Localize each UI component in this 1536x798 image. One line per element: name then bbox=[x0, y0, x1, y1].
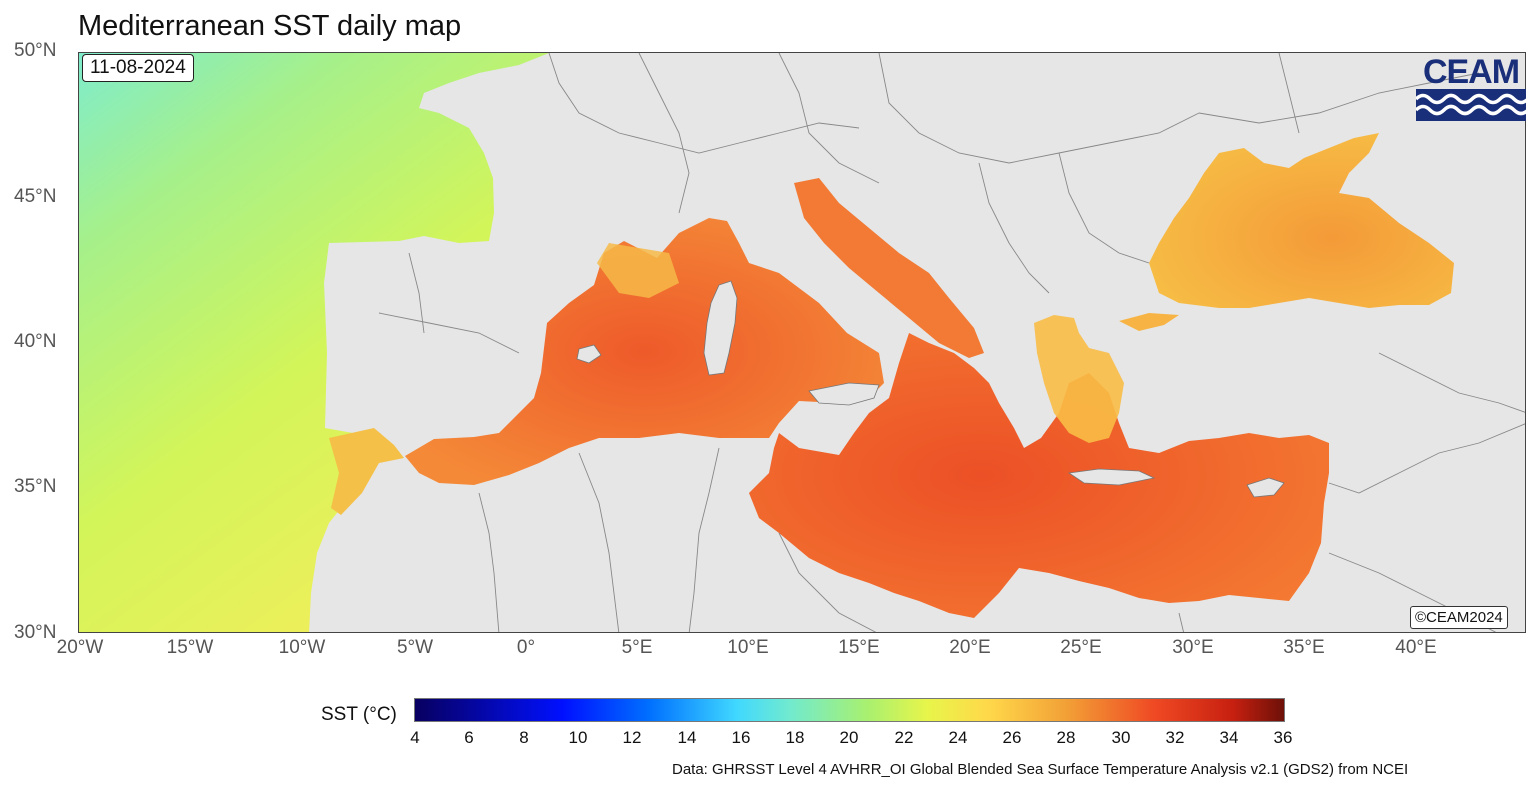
adriatic-sea bbox=[794, 178, 984, 358]
atlantic-ocean bbox=[79, 53, 549, 632]
legend-title: SST (°C) bbox=[321, 704, 397, 725]
lat-label-45n: 45°N bbox=[14, 186, 57, 207]
waves-icon bbox=[1414, 89, 1530, 121]
colorbar-tick-24: 24 bbox=[948, 728, 968, 747]
sst-map-canvas bbox=[79, 53, 1525, 632]
data-source-note: Data: GHRSST Level 4 AVHRR_OI Global Ble… bbox=[672, 761, 1409, 778]
colorbar-tick-6: 6 bbox=[464, 728, 474, 747]
lon-label-5e: 5°E bbox=[621, 637, 653, 658]
central-eastern-mediterranean bbox=[749, 333, 1329, 618]
aegean-sea bbox=[1034, 315, 1124, 443]
lon-label-10e: 10°E bbox=[727, 637, 769, 658]
ceam-logo: CEAM bbox=[1414, 53, 1530, 121]
lat-label-35n: 35°N bbox=[14, 476, 57, 497]
gulf-of-cadiz bbox=[329, 428, 404, 515]
island-cyprus bbox=[1246, 477, 1285, 498]
colorbar-tick-4: 4 bbox=[410, 728, 420, 747]
lat-label-40n: 40°N bbox=[14, 331, 57, 352]
lon-label-25e: 25°E bbox=[1060, 637, 1102, 658]
colorbar-tick-32: 32 bbox=[1165, 728, 1185, 747]
lon-label-0: 0° bbox=[516, 637, 536, 658]
sst-map bbox=[78, 52, 1526, 633]
colorbar-tick-28: 28 bbox=[1056, 728, 1076, 747]
colorbar-tick-18: 18 bbox=[785, 728, 805, 747]
colorbar-tick-30: 30 bbox=[1111, 728, 1131, 747]
lon-label-30e: 30°E bbox=[1172, 637, 1214, 658]
black-sea bbox=[1149, 133, 1454, 308]
colorbar-tick-36: 36 bbox=[1273, 728, 1293, 747]
western-mediterranean bbox=[405, 218, 884, 485]
colorbar-tick-10: 10 bbox=[568, 728, 588, 747]
lon-label-40e: 40°E bbox=[1395, 637, 1437, 658]
island-crete bbox=[1067, 468, 1156, 486]
island-sicily bbox=[808, 382, 880, 406]
colorbar-tick-34: 34 bbox=[1219, 728, 1239, 747]
lon-label-20w: 20°W bbox=[56, 637, 104, 658]
colorbar-tick-22: 22 bbox=[894, 728, 914, 747]
sea-of-marmara bbox=[1119, 313, 1179, 331]
lon-label-15e: 15°E bbox=[838, 637, 880, 658]
colorbar-tick-14: 14 bbox=[677, 728, 697, 747]
island-balearic bbox=[576, 344, 602, 364]
lat-label-50n: 50°N bbox=[14, 40, 57, 61]
colorbar-tick-12: 12 bbox=[622, 728, 642, 747]
gulf-of-lion bbox=[597, 243, 679, 298]
logo-text: CEAM bbox=[1422, 53, 1520, 91]
colorbar-tick-20: 20 bbox=[839, 728, 859, 747]
lon-label-10w: 10°W bbox=[278, 637, 326, 658]
date-badge: 11-08-2024 bbox=[82, 54, 194, 82]
island-corsica-sardinia bbox=[703, 280, 738, 376]
lon-label-35e: 35°E bbox=[1283, 637, 1325, 658]
sst-colorbar bbox=[414, 698, 1285, 722]
lon-label-20e: 20°E bbox=[949, 637, 991, 658]
map-title: Mediterranean SST daily map bbox=[78, 10, 462, 42]
lat-label-30n: 30°N bbox=[14, 622, 57, 643]
colorbar-tick-26: 26 bbox=[1002, 728, 1022, 747]
lon-label-15w: 15°W bbox=[166, 637, 214, 658]
colorbar-tick-8: 8 bbox=[519, 728, 529, 747]
copyright-label: ©CEAM2024 bbox=[1410, 606, 1508, 629]
lon-label-5w: 5°W bbox=[396, 637, 434, 658]
colorbar-tick-16: 16 bbox=[731, 728, 751, 747]
